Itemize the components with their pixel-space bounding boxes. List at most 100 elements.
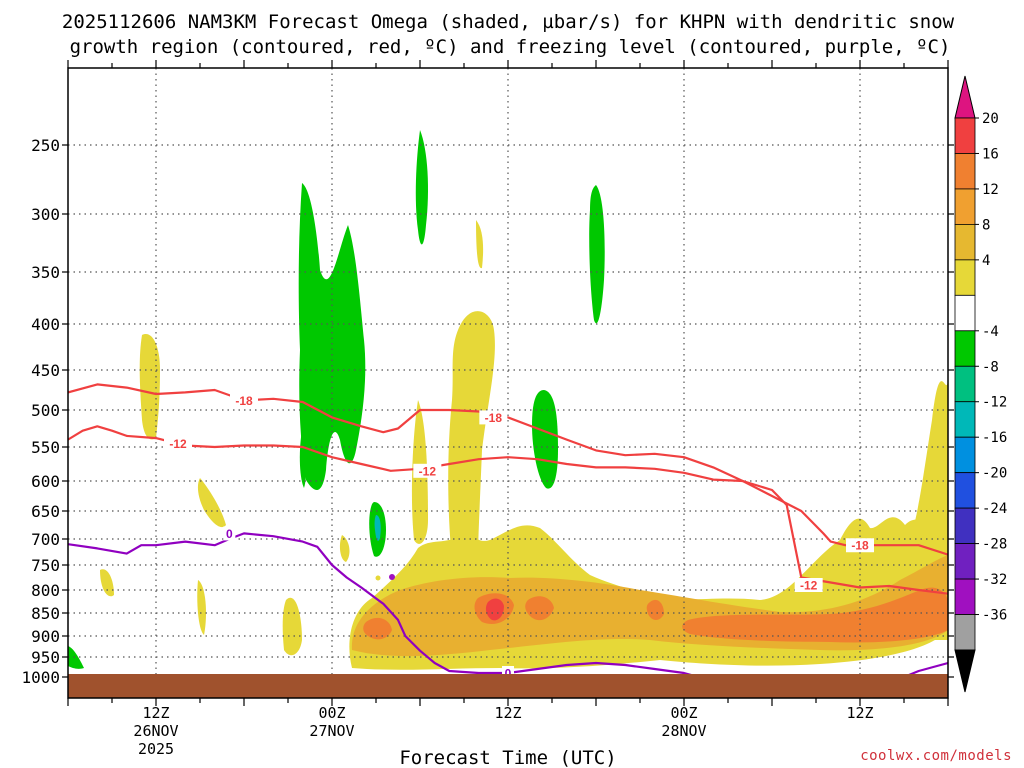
omega-area-orange-spot3 — [363, 617, 392, 640]
colorbar-band — [954, 259, 976, 296]
contour-label-bg — [413, 463, 442, 478]
contour-line-2 — [68, 532, 714, 683]
x-tick-label: 12Z — [142, 704, 169, 722]
colorbar-band — [954, 436, 976, 474]
colorbar-label: 20 — [982, 111, 999, 127]
x-tick-label: 12Z — [846, 704, 873, 722]
omega-area-green-narrow-2 — [589, 185, 605, 324]
omega-area-green-column — [298, 183, 366, 490]
omega-area-green-mid — [532, 390, 558, 489]
colorbar-band — [954, 472, 976, 509]
contour-label: -12 — [800, 579, 818, 593]
contour-label: -18 — [851, 539, 869, 553]
omega-area-yellow-small-left — [197, 478, 226, 528]
colorbar-band — [954, 365, 976, 403]
colorbar-label: -36 — [982, 608, 1007, 624]
contour-label-bg — [223, 526, 236, 541]
ground-surface — [68, 674, 948, 698]
omega-area-green-narrow-1 — [415, 130, 428, 245]
omega-area-cyan-core — [374, 515, 381, 541]
colorbar-triangle-bottom — [954, 649, 976, 693]
colorbar-label: 4 — [982, 253, 990, 269]
y-tick-label: 350 — [31, 263, 60, 282]
contour-label-bg — [479, 410, 508, 425]
y-tick-label: 450 — [31, 361, 60, 380]
colorbar-label: -20 — [982, 466, 1007, 482]
y-axis: 250 300 350 400 450 500 550 600 650 700 750 800 850 9… — [21, 136, 954, 687]
colorbar-band — [954, 223, 976, 261]
contour-label: -18 — [485, 411, 503, 425]
chart-title-line1: 2025112606 NAM3KM Forecast Omega (shaded… — [62, 11, 955, 33]
omega-area-orange-spot4 — [646, 599, 664, 620]
colorbar-band — [954, 401, 976, 438]
contour-label-bg — [164, 436, 192, 451]
x-tick-label: 27NOV — [309, 722, 354, 740]
colorbar-band — [954, 330, 976, 367]
x-tick-label: 00Z — [670, 704, 697, 722]
contour-line-0 — [68, 383, 948, 556]
colorbar-band — [954, 153, 976, 190]
y-tick-label: 300 — [31, 205, 60, 224]
y-tick-label: 750 — [31, 556, 60, 575]
colorbar-label: -4 — [982, 324, 999, 340]
colorbar-band — [954, 294, 976, 332]
omega-area-yellow-dot3 — [339, 535, 350, 562]
contour-label: 0 — [505, 667, 512, 681]
y-tick-label: 550 — [31, 438, 60, 457]
colorbar-band — [954, 117, 976, 154]
omega-area-yellow-dot4 — [375, 575, 381, 581]
omega-area-purple-dot — [389, 574, 395, 580]
omega-area-yellow-dot2 — [197, 580, 206, 635]
gridlines — [68, 68, 948, 698]
credit-link[interactable]: coolwx.com/models — [860, 748, 1012, 764]
y-tick-label: 1000 — [21, 668, 60, 687]
colorbar-band — [954, 543, 976, 580]
omega-area-yellow-top-left — [139, 334, 160, 440]
y-tick-label: 500 — [31, 401, 60, 420]
contour-label: -12 — [169, 437, 187, 451]
colorbar: 20 16 12 8 4 -4 -8 -12 -16 -20 -24 -28 -32 -36 — [954, 75, 1007, 693]
contour-lines: -18 -18 -18 -12 -12 -12 0 0 — [68, 383, 948, 683]
y-tick-label: 900 — [31, 627, 60, 646]
y-tick-label: 800 — [31, 581, 60, 600]
x-tick-label: 00Z — [318, 704, 345, 722]
colorbar-band — [954, 507, 976, 544]
contour-label: -12 — [419, 464, 437, 478]
omega-shading — [68, 130, 948, 670]
omega-area-yellow-dot1 — [100, 569, 114, 597]
y-tick-label: 400 — [31, 315, 60, 334]
colorbar-label: -28 — [982, 537, 1007, 553]
x-tick-label: 28NOV — [661, 722, 706, 740]
x-tick-label: 26NOV — [133, 722, 178, 740]
omega-area-red-core — [485, 598, 504, 621]
colorbar-label: -12 — [982, 395, 1007, 411]
omega-area-orange-spot2 — [525, 596, 554, 621]
colorbar-label: 16 — [982, 146, 999, 162]
colorbar-label: -16 — [982, 430, 1007, 446]
y-tick-label: 850 — [31, 604, 60, 623]
y-tick-label: 700 — [31, 530, 60, 549]
contour-label-bg — [794, 578, 823, 592]
colorbar-label: -32 — [982, 572, 1007, 588]
y-tick-label: 650 — [31, 502, 60, 521]
colorbar-label: 8 — [982, 217, 990, 233]
omega-area-yellow-col3 — [282, 597, 302, 656]
omega-area-yellow-column — [448, 311, 495, 560]
contour-label: -18 — [235, 394, 253, 408]
omega-area-yellow-thin-1 — [476, 220, 484, 269]
colorbar-label: -24 — [982, 501, 1007, 517]
x-axis-label: Forecast Time (UTC) — [399, 747, 616, 768]
omega-area-green-corner — [68, 646, 84, 669]
contour-label-bg — [846, 538, 874, 553]
omega-area-green-thin-left — [299, 430, 307, 488]
y-tick-label: 950 — [31, 648, 60, 667]
y-tick-label: 600 — [31, 472, 60, 491]
colorbar-label: 12 — [982, 182, 999, 198]
x-tick-label: 2025 — [138, 740, 174, 758]
contour-label-bg — [230, 393, 258, 408]
colorbar-band — [954, 188, 976, 225]
colorbar-triangle-top — [954, 75, 976, 119]
colorbar-label: -8 — [982, 359, 999, 375]
